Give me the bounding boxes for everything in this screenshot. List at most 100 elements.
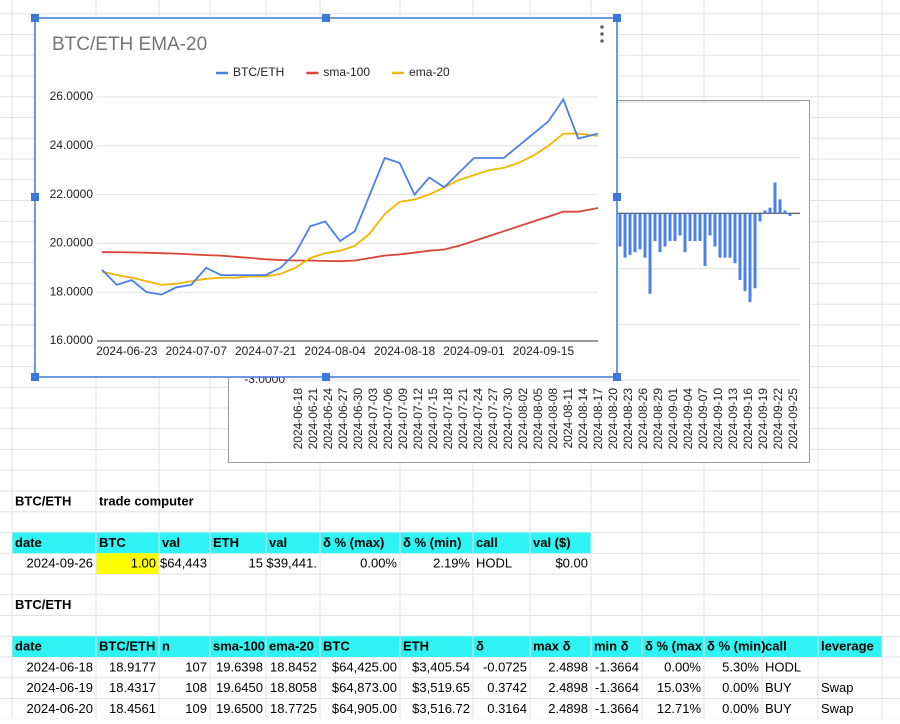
y-tick-label: 16.0000 bbox=[50, 333, 94, 347]
bar bbox=[653, 213, 657, 241]
bar bbox=[783, 210, 787, 214]
menu-dot bbox=[600, 25, 604, 29]
bar bbox=[663, 213, 667, 247]
x-tick-label: 2024-07-30 bbox=[501, 388, 515, 450]
header-cell: ETH bbox=[403, 639, 429, 654]
x-tick-label: 2024-09-15 bbox=[513, 344, 575, 358]
x-tick-label: 2024-09-13 bbox=[726, 388, 740, 450]
x-tick-label: 2024-09-01 bbox=[443, 344, 505, 358]
x-tick-label: 2024-07-07 bbox=[166, 344, 228, 358]
bar bbox=[623, 213, 627, 258]
x-tick-label: 2024-08-08 bbox=[546, 388, 560, 450]
data-cell: 18.7725 bbox=[270, 701, 317, 716]
resize-handle bbox=[613, 373, 621, 381]
data-cell: 0.00% bbox=[664, 659, 701, 674]
x-tick-label: 2024-08-17 bbox=[591, 388, 605, 450]
x-tick-label: 2024-08-02 bbox=[516, 388, 530, 450]
header-cell: min δ bbox=[594, 639, 629, 654]
x-tick-label: 2024-07-18 bbox=[441, 388, 455, 450]
x-tick-label: 2024-07-06 bbox=[381, 388, 395, 450]
data-cell: 15.03% bbox=[657, 680, 702, 695]
bar bbox=[743, 213, 747, 292]
data-cell: BUY bbox=[765, 701, 792, 716]
x-tick-label: 2024-07-15 bbox=[426, 388, 440, 450]
x-tick-label: 2024-09-19 bbox=[756, 388, 770, 450]
x-tick-label: 2024-07-03 bbox=[366, 388, 380, 450]
resize-handle bbox=[31, 373, 39, 381]
data-cell: 0.00% bbox=[722, 701, 759, 716]
data-cell: Swap bbox=[821, 680, 854, 695]
x-tick-label: 2024-06-24 bbox=[321, 388, 335, 450]
x-tick-label: 2024-08-05 bbox=[531, 388, 545, 450]
header-cell: BTC/ETH bbox=[99, 639, 155, 654]
data-cell: 107 bbox=[185, 659, 207, 674]
header-cell: BTC bbox=[99, 535, 126, 550]
data-cell: 108 bbox=[185, 680, 207, 695]
data-cell: 18.4561 bbox=[109, 701, 156, 716]
data-cell: 2024-09-26 bbox=[27, 556, 94, 571]
x-tick-label: 2024-07-27 bbox=[486, 388, 500, 450]
header-cell: δ bbox=[476, 639, 484, 654]
header-cell: δ % (min) bbox=[707, 639, 765, 654]
bar bbox=[778, 199, 782, 214]
bar bbox=[723, 213, 727, 258]
bar bbox=[703, 213, 707, 267]
data-cell: -1.3664 bbox=[595, 701, 639, 716]
header-cell: val bbox=[162, 535, 180, 550]
data-cell: 18.4317 bbox=[109, 680, 156, 695]
x-tick-label: 2024-09-25 bbox=[786, 388, 800, 450]
bar bbox=[668, 213, 672, 241]
bar bbox=[693, 213, 697, 241]
resize-handle bbox=[613, 14, 621, 22]
data-cell: 2024-06-20 bbox=[27, 701, 94, 716]
header-fill bbox=[12, 532, 591, 554]
resize-handle bbox=[322, 14, 330, 22]
data-cell: $3,519.65 bbox=[412, 680, 470, 695]
line-chart: BTC/ETH EMA-20 16.0000 18.0000 20.0000 22.00… bbox=[31, 14, 621, 381]
bar bbox=[738, 213, 742, 280]
data-cell: 2.4898 bbox=[548, 701, 588, 716]
header-cell: BTC bbox=[323, 639, 350, 654]
x-tick-label: 2024-06-27 bbox=[336, 388, 350, 450]
data-cell: BUY bbox=[765, 680, 792, 695]
y-tick-label: 24.0000 bbox=[50, 138, 94, 152]
header-cell: val bbox=[269, 535, 287, 550]
bar bbox=[658, 213, 662, 253]
bar bbox=[643, 213, 647, 258]
data-cell: Swap bbox=[821, 701, 854, 716]
x-tick-label: 2024-06-18 bbox=[291, 388, 305, 450]
bar bbox=[698, 213, 702, 241]
data-cell: 18.8058 bbox=[270, 680, 317, 695]
bar bbox=[728, 213, 732, 258]
sheet-label: BTC/ETH bbox=[15, 597, 71, 612]
x-tick-label: 2024-09-04 bbox=[681, 388, 695, 450]
data-cell: 1.00 bbox=[131, 556, 156, 571]
x-tick-label: 2024-07-21 bbox=[235, 344, 297, 358]
x-tick-label: 2024-08-23 bbox=[621, 388, 635, 450]
x-tick-label: 2024-08-04 bbox=[304, 344, 366, 358]
data-cell: -1.3664 bbox=[595, 659, 639, 674]
bar bbox=[763, 210, 767, 214]
data-cell: 2.4898 bbox=[548, 659, 588, 674]
y-tick-label: 20.0000 bbox=[50, 236, 94, 250]
y-tick-label: 18.0000 bbox=[50, 284, 94, 298]
bar bbox=[673, 213, 677, 241]
bar bbox=[688, 213, 692, 241]
data-cell: 18.8452 bbox=[270, 659, 317, 674]
input-cell bbox=[96, 553, 159, 574]
data-cell: 0.3164 bbox=[487, 701, 527, 716]
data-cell: -1.3664 bbox=[595, 680, 639, 695]
x-tick-label: 2024-09-22 bbox=[771, 388, 785, 450]
header-cell: leverage bbox=[821, 639, 874, 654]
header-cell: δ % (max bbox=[645, 639, 703, 654]
bar bbox=[768, 207, 772, 214]
resize-handle bbox=[31, 193, 39, 201]
header-cell: date bbox=[15, 535, 42, 550]
header-cell: call bbox=[476, 535, 498, 550]
bar bbox=[648, 213, 652, 294]
data-cell: 2024-06-19 bbox=[27, 680, 94, 695]
data-cell: $39,441. bbox=[266, 556, 317, 571]
legend-label: BTC/ETH bbox=[233, 65, 284, 79]
